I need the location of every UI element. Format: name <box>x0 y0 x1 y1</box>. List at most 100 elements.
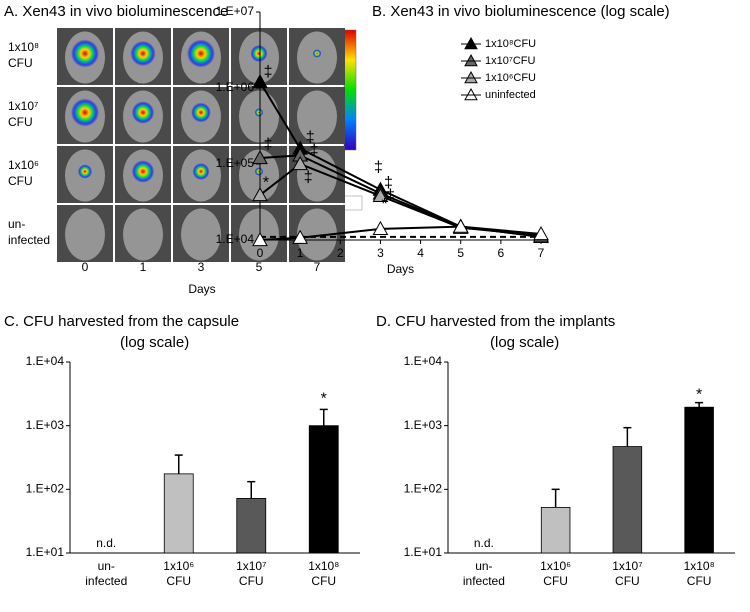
x-tick-label: CFU <box>615 574 640 588</box>
x-tick-label: CFU <box>687 574 712 588</box>
marker <box>292 229 308 244</box>
panel-a-title: A. Xen43 in vivo bioluminescence <box>4 3 228 20</box>
x-tick-label: 2 <box>337 246 344 260</box>
signal <box>187 39 215 68</box>
mouse-body <box>181 208 221 261</box>
x-tick-label: 4 <box>417 246 424 260</box>
legend-marker <box>464 87 478 101</box>
y-tick-label: 1.E+01 <box>404 545 443 559</box>
x-tick-label: infected <box>463 574 505 588</box>
marker <box>372 187 389 203</box>
bar <box>612 446 643 554</box>
row-label: CFU <box>8 56 33 70</box>
y-tick-label: 1.E+04 <box>26 354 65 368</box>
annotation: ‡ <box>304 169 313 186</box>
bar <box>163 473 194 554</box>
x-tick-label: 5 <box>457 246 464 260</box>
row-label: 1x10⁸ <box>8 40 39 54</box>
row-label: infected <box>8 233 50 247</box>
signal <box>71 39 99 68</box>
mouse-body <box>65 208 105 261</box>
x-axis-label: Days <box>387 262 414 276</box>
legend-label: uninfected <box>485 89 536 101</box>
x-tick-label: 1x10⁸ <box>308 559 339 573</box>
signal <box>254 167 264 176</box>
x-tick-label: CFU <box>239 574 264 588</box>
chart-title: D. CFU harvested from the implants <box>376 313 615 330</box>
legend-marker <box>464 36 478 50</box>
row-label: CFU <box>8 174 33 188</box>
marker <box>252 187 268 202</box>
color-scale <box>343 29 357 151</box>
signal <box>250 45 268 62</box>
signal <box>254 108 264 117</box>
x-tick-label: 3 <box>377 246 384 260</box>
signal <box>130 40 156 67</box>
annotation: ‡ <box>384 174 393 191</box>
y-tick-label: 1.E+03 <box>404 418 443 432</box>
mouse-body <box>297 208 337 261</box>
y-tick-label: 1.E+02 <box>404 482 443 496</box>
chart-subtitle: (log scale) <box>120 334 189 351</box>
y-tick-label: 1.E+01 <box>26 545 65 559</box>
annotation: ‡ <box>386 187 395 204</box>
annotation: n.d. <box>96 536 116 550</box>
mouse-body <box>123 208 163 261</box>
bar <box>684 406 714 554</box>
annotation: ‡ <box>374 159 383 176</box>
annotation: n.d. <box>474 536 494 550</box>
x-tick-label: CFU <box>543 574 568 588</box>
row-label: 1x10⁶ <box>8 158 39 172</box>
scale-box <box>343 195 363 211</box>
signal <box>78 164 92 179</box>
y-tick-label: 1.E+04 <box>404 354 443 368</box>
x-tick-label: 1x10⁸ <box>684 559 715 573</box>
y-tick-label: 1.E+04 <box>216 232 255 246</box>
signal <box>192 163 210 180</box>
annotation: ‡ <box>264 136 273 153</box>
annotation: ‡ <box>306 129 315 146</box>
y-tick-label: 1.E+03 <box>26 418 65 432</box>
bar <box>236 498 267 554</box>
legend-marker <box>464 70 478 84</box>
y-tick-label: 1.E+06 <box>216 80 255 94</box>
chart-title: B. Xen43 in vivo bioluminescence (log sc… <box>372 3 670 20</box>
signal <box>131 101 155 124</box>
signal <box>71 98 99 127</box>
legend-label: 1x10⁷CFU <box>485 55 535 67</box>
x-tick-label: 1 <box>297 246 304 260</box>
chart-title: C. CFU harvested from the capsule <box>4 313 239 330</box>
row-label: un- <box>8 217 25 231</box>
x-tick-label: infected <box>85 574 127 588</box>
bar <box>308 425 339 554</box>
y-tick-label: 1.E+07 <box>216 4 255 18</box>
marker <box>452 218 469 233</box>
x-tick-label: 1x10⁶ <box>540 559 571 573</box>
mouse-body <box>297 90 337 143</box>
x-tick-label: 1x10⁷ <box>612 559 642 573</box>
legend-label: 1x10⁶CFU <box>485 72 536 84</box>
column-label: 5 <box>256 260 263 274</box>
annotation: * <box>263 174 269 191</box>
column-label: 7 <box>314 260 321 274</box>
legend-label: 1x10⁸CFU <box>485 38 536 50</box>
signal <box>131 160 155 183</box>
x-tick-label: 6 <box>498 246 505 260</box>
annotation: ‡ <box>310 142 319 159</box>
x-tick-label: CFU <box>166 574 191 588</box>
marker <box>252 73 268 89</box>
bar <box>540 507 571 554</box>
x-tick-label: 1x10⁶ <box>163 559 194 573</box>
marker <box>372 220 389 235</box>
column-label: 1 <box>140 260 147 274</box>
chart-subtitle: (log scale) <box>490 334 559 351</box>
x-tick-label: un- <box>98 559 115 573</box>
signal <box>312 49 322 58</box>
y-tick-label: 1.E+02 <box>26 482 65 496</box>
x-tick-label: 1x10⁷ <box>236 559 266 573</box>
column-label: 3 <box>198 260 205 274</box>
x-tick-label: un- <box>475 559 492 573</box>
marker <box>252 231 268 247</box>
x-axis-label: Days <box>188 282 215 296</box>
